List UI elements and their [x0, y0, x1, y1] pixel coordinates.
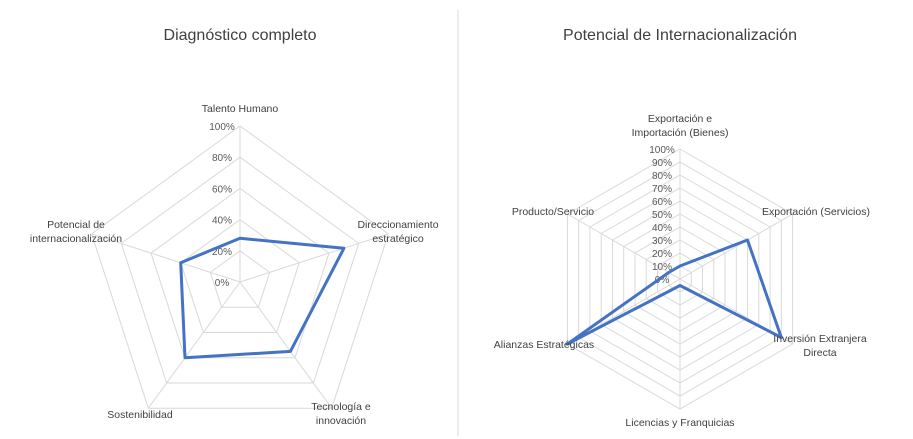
radar-chart-diagnostico: Diagnóstico completo 0%20%40%60%80%100% … [30, 27, 439, 427]
grid-ring [209, 250, 271, 308]
tick-label: 10% [652, 262, 672, 273]
axis-label-talento-humano: Talento Humano [202, 103, 279, 115]
axis-label-tecnologia: Tecnología e innovación [311, 401, 371, 427]
series-line [565, 238, 783, 346]
axis-label-licencias: Licencias y Franquicias [625, 417, 734, 429]
axis-spoke [91, 233, 241, 283]
axis-label-exportacion-bienes: Exportación e Importación (Bienes) [632, 113, 729, 139]
tick-label: 80% [212, 153, 232, 164]
series-line [179, 236, 346, 360]
tick-label: 30% [652, 236, 672, 247]
grid-ring [120, 156, 360, 384]
tick-label: 80% [652, 171, 672, 182]
tick-label: 0% [215, 278, 230, 289]
axis-spoke [679, 213, 793, 280]
axis-label-producto: Producto/Servicio [512, 206, 594, 218]
chart-title: Potencial de Internacionalización [563, 27, 797, 44]
axis-spoke [567, 213, 681, 280]
axis-label-alianzas: Alianzas Estratégicas [494, 339, 594, 351]
chart-title: Diagnóstico completo [164, 27, 317, 44]
tick-label: 100% [209, 122, 235, 133]
axis-spoke [147, 281, 241, 409]
tick-label: 20% [652, 249, 672, 260]
axis-label-inversion-extranjera: Inversión Extranjera Directa [773, 333, 867, 359]
tick-label: 70% [652, 184, 672, 195]
radar-chart-potencial: Potencial de Internacionalización 0% 10% 2… [494, 27, 870, 429]
tick-label: 40% [212, 216, 232, 227]
axis-spoke [239, 281, 333, 409]
axis-label-potencial: Potencial de internacionalización [30, 219, 122, 245]
axis-spoke [239, 233, 389, 283]
tick-label: 60% [652, 197, 672, 208]
tick-label: 50% [652, 210, 672, 221]
tick-label: 0% [655, 275, 670, 286]
tick-label: 20% [212, 247, 232, 258]
tick-label: 40% [652, 223, 672, 234]
axis-label-sostenibilidad: Sostenibilidad [107, 409, 173, 421]
tick-label: 100% [649, 145, 675, 156]
grid-ring [180, 218, 300, 333]
tick-label: 60% [212, 184, 232, 195]
grid-ring [91, 125, 389, 409]
axis-label-direccionamiento: Direccionamiento estratégico [357, 219, 438, 245]
grid-ring [150, 187, 330, 359]
tick-label: 90% [652, 158, 672, 169]
axis-label-exportacion-servicios: Exportación (Servicios) [762, 206, 870, 218]
